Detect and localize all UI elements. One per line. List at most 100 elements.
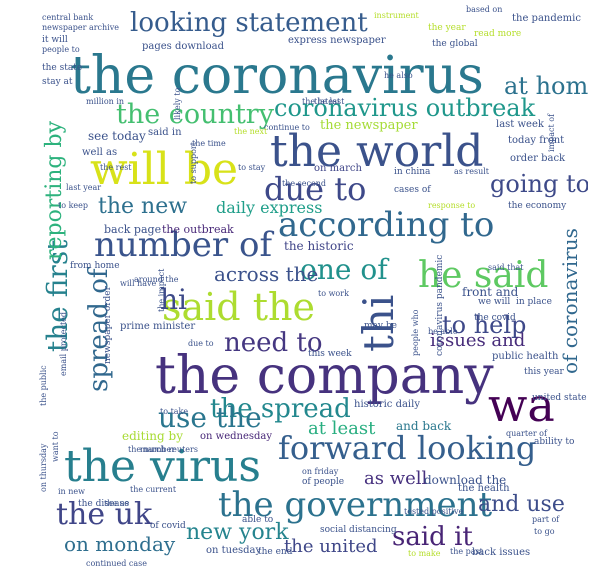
word: in place [516, 297, 552, 307]
word: will have [120, 279, 157, 288]
word: the historic [284, 239, 354, 253]
word: the uk [56, 497, 153, 532]
word: order back [510, 153, 566, 164]
word: the latest [302, 97, 341, 106]
word: in china [394, 167, 431, 177]
word: able to [242, 515, 274, 525]
word: as result [454, 167, 490, 176]
word: this year [524, 367, 564, 377]
word: we will [478, 297, 511, 307]
word: number of [94, 225, 273, 265]
word: on monday [64, 532, 176, 556]
word: in new [58, 487, 85, 496]
word: march reuters [140, 445, 198, 454]
word: around the [134, 275, 179, 284]
word: said the [162, 285, 315, 329]
word: million in [86, 97, 125, 106]
word: the time [192, 139, 226, 148]
word: of covid [150, 521, 186, 531]
word: forward looking [278, 429, 537, 467]
word: to make [408, 549, 441, 558]
word: the spread [210, 394, 351, 424]
word: to help [442, 311, 527, 339]
word: to keep [58, 201, 89, 210]
word: of coronavirus [558, 228, 582, 374]
word: the virus [64, 441, 261, 492]
word: the new [98, 194, 188, 219]
word: said it [392, 522, 473, 552]
word: the number [128, 445, 176, 454]
word: at home [504, 72, 588, 100]
word: going to [490, 170, 588, 198]
word: need to [224, 328, 323, 358]
word: today front [508, 135, 565, 146]
word: the global [432, 39, 478, 49]
word: the second [282, 179, 327, 188]
word: continue to [264, 123, 310, 132]
word: hi [160, 283, 187, 316]
word: coronavirus outbreak [274, 94, 536, 122]
word: newspaper order [103, 286, 113, 364]
word: want to [51, 431, 60, 462]
word: wa [488, 378, 555, 432]
word: and back [396, 419, 452, 433]
word: he said [418, 255, 549, 296]
word: pages download [142, 41, 224, 52]
word: the company [155, 346, 494, 406]
word: the country [116, 99, 274, 130]
word: the outbreak [162, 223, 234, 236]
word: the current [130, 485, 177, 494]
word: and use [478, 492, 565, 517]
word: cases of [394, 185, 431, 195]
word: said that [488, 263, 524, 272]
word: continued case [86, 559, 148, 568]
word: the rest [100, 163, 132, 172]
word: the next [234, 127, 268, 136]
word: one of [300, 253, 388, 286]
word: central bank [42, 13, 94, 22]
word: back issues [472, 547, 531, 558]
word: last year [66, 183, 102, 192]
word: well as [82, 147, 118, 158]
word: across the [214, 262, 319, 286]
word: front and [462, 285, 519, 299]
word: of people [302, 477, 345, 487]
word: part of [532, 515, 560, 524]
word: due to [264, 170, 367, 208]
word: may be [364, 321, 397, 331]
word: historic daily [354, 399, 420, 410]
word: daily express [216, 198, 323, 217]
word: the newspaper [320, 118, 418, 133]
word: the world [270, 126, 484, 177]
word: the government [218, 485, 493, 525]
word: the past [450, 547, 483, 556]
word: instrument [374, 11, 419, 20]
word: united state [532, 393, 587, 403]
word: on thursday [39, 443, 48, 492]
word: prime minister [120, 321, 196, 332]
word: ability to [534, 437, 575, 447]
word: be able [428, 327, 458, 336]
word: based on [466, 5, 503, 14]
word: he also [384, 71, 413, 80]
word: the pandemic [512, 13, 581, 24]
word: people who [411, 309, 420, 356]
word: at least [308, 418, 376, 439]
word: social distancing [320, 525, 397, 535]
word: the state [42, 63, 83, 73]
word: coronavirus pandemic [435, 254, 445, 356]
word: to take [160, 407, 189, 416]
word: people to [42, 45, 80, 54]
word: reporting by [42, 120, 67, 260]
word: the end [258, 547, 293, 557]
word: newspaper archive [42, 23, 119, 32]
word: the public [39, 365, 48, 406]
word: the us [104, 499, 129, 508]
word: public health [492, 351, 559, 362]
word: the last [314, 97, 345, 106]
word: to go [534, 527, 555, 536]
word: see today [88, 129, 146, 143]
word: to stay [238, 163, 266, 172]
word: will be [90, 144, 239, 195]
word: to support [189, 142, 198, 184]
